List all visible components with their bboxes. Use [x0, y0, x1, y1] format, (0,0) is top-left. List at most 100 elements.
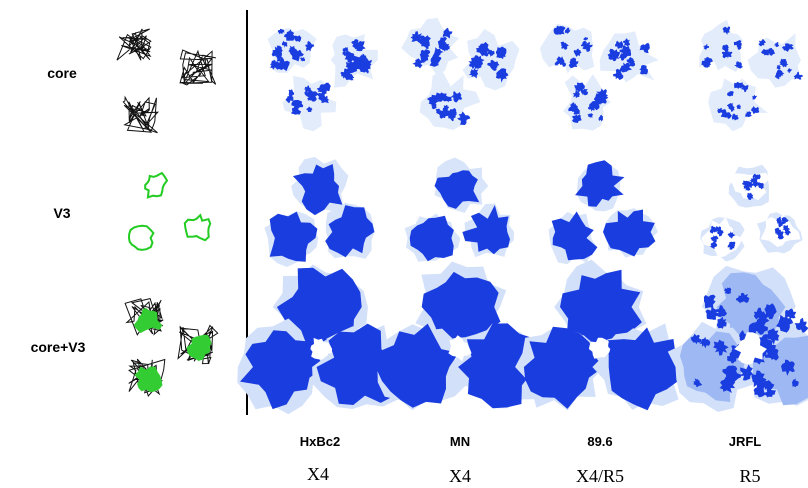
row-label: core+V3	[31, 339, 86, 355]
density-blob	[496, 46, 507, 59]
density-blob	[764, 349, 779, 361]
density-blob	[746, 192, 754, 200]
density-blob	[419, 49, 431, 61]
density-blob	[588, 102, 595, 112]
density-blob	[346, 73, 355, 81]
density-blob	[437, 36, 447, 50]
density-blob	[735, 81, 744, 89]
density-blob	[572, 90, 580, 99]
density-blob	[722, 26, 731, 35]
density-blob	[310, 337, 333, 360]
density-blob	[307, 94, 315, 102]
backbone-trace	[122, 95, 159, 134]
density-blob	[734, 332, 767, 365]
density-blob	[794, 317, 808, 333]
density-blob	[737, 292, 750, 303]
density-blob	[186, 334, 212, 361]
density-blob	[727, 231, 736, 239]
density-blob	[719, 376, 736, 394]
density-blob	[587, 113, 594, 118]
density-blob	[551, 211, 598, 261]
density-blob	[731, 343, 747, 359]
density-blob	[560, 269, 642, 345]
density-blob	[495, 68, 509, 83]
density-blob	[755, 320, 764, 330]
density-blob	[375, 323, 459, 408]
density-blob	[303, 85, 311, 93]
density-blob	[710, 235, 719, 243]
density-blob	[458, 323, 542, 409]
density-blob	[747, 181, 755, 189]
density-blob	[523, 326, 604, 409]
density-blob	[639, 42, 650, 54]
density-blob	[144, 171, 169, 199]
density-blob	[468, 57, 479, 70]
density-blob	[729, 241, 736, 249]
density-blob	[316, 85, 324, 93]
density-blob	[639, 65, 648, 75]
density-blob	[753, 307, 766, 320]
density-blob	[568, 103, 580, 115]
density-blob	[291, 100, 304, 111]
density-blob	[240, 330, 325, 410]
density-blob	[793, 71, 803, 80]
density-blob	[344, 50, 359, 63]
column-label: JRFL	[729, 434, 762, 449]
density-blob	[448, 335, 472, 362]
density-blob	[276, 57, 290, 72]
density-blob	[540, 23, 595, 74]
density-blob	[133, 307, 163, 334]
density-blob	[588, 337, 611, 359]
density-blob	[763, 328, 780, 345]
density-blob	[727, 351, 739, 364]
density-blob	[736, 104, 741, 110]
density-blob	[699, 336, 711, 349]
density-blob	[715, 226, 723, 234]
density-blob	[134, 366, 163, 393]
density-blob	[570, 102, 575, 108]
density-blob	[733, 40, 742, 48]
density-blob	[745, 111, 752, 118]
density-blob	[749, 176, 758, 184]
density-blob	[722, 365, 738, 380]
density-blob	[270, 60, 281, 70]
density-blob	[739, 364, 753, 381]
density-blob	[583, 37, 588, 41]
density-blob	[734, 61, 743, 69]
density-blob	[774, 227, 782, 235]
density-blob	[487, 49, 495, 57]
density-blob	[603, 209, 656, 257]
density-blob	[703, 44, 710, 50]
density-blob	[758, 39, 766, 47]
density-blob	[288, 89, 295, 96]
density-blob	[320, 95, 330, 104]
density-blob	[703, 56, 713, 66]
density-blob	[276, 267, 362, 347]
density-blob	[462, 205, 510, 255]
row-label: core	[47, 65, 77, 81]
density-blob	[285, 93, 294, 104]
density-blob	[325, 205, 375, 258]
density-blob	[479, 41, 491, 55]
structures	[116, 17, 808, 415]
density-blob	[291, 51, 298, 58]
density-blob	[442, 27, 453, 39]
density-blob	[764, 303, 777, 320]
density-blob	[428, 97, 438, 107]
density-blob	[713, 339, 729, 356]
density-blob	[608, 327, 679, 411]
backbone-trace	[116, 28, 152, 61]
density-blob	[596, 88, 609, 100]
density-blob	[434, 170, 480, 209]
density-blob	[703, 294, 716, 309]
density-blob	[352, 40, 366, 52]
density-blob	[445, 108, 457, 121]
density-blob	[300, 57, 305, 62]
density-blob	[616, 71, 624, 78]
density-blob	[290, 106, 302, 115]
density-blob	[775, 216, 782, 224]
density-blob	[720, 109, 729, 118]
